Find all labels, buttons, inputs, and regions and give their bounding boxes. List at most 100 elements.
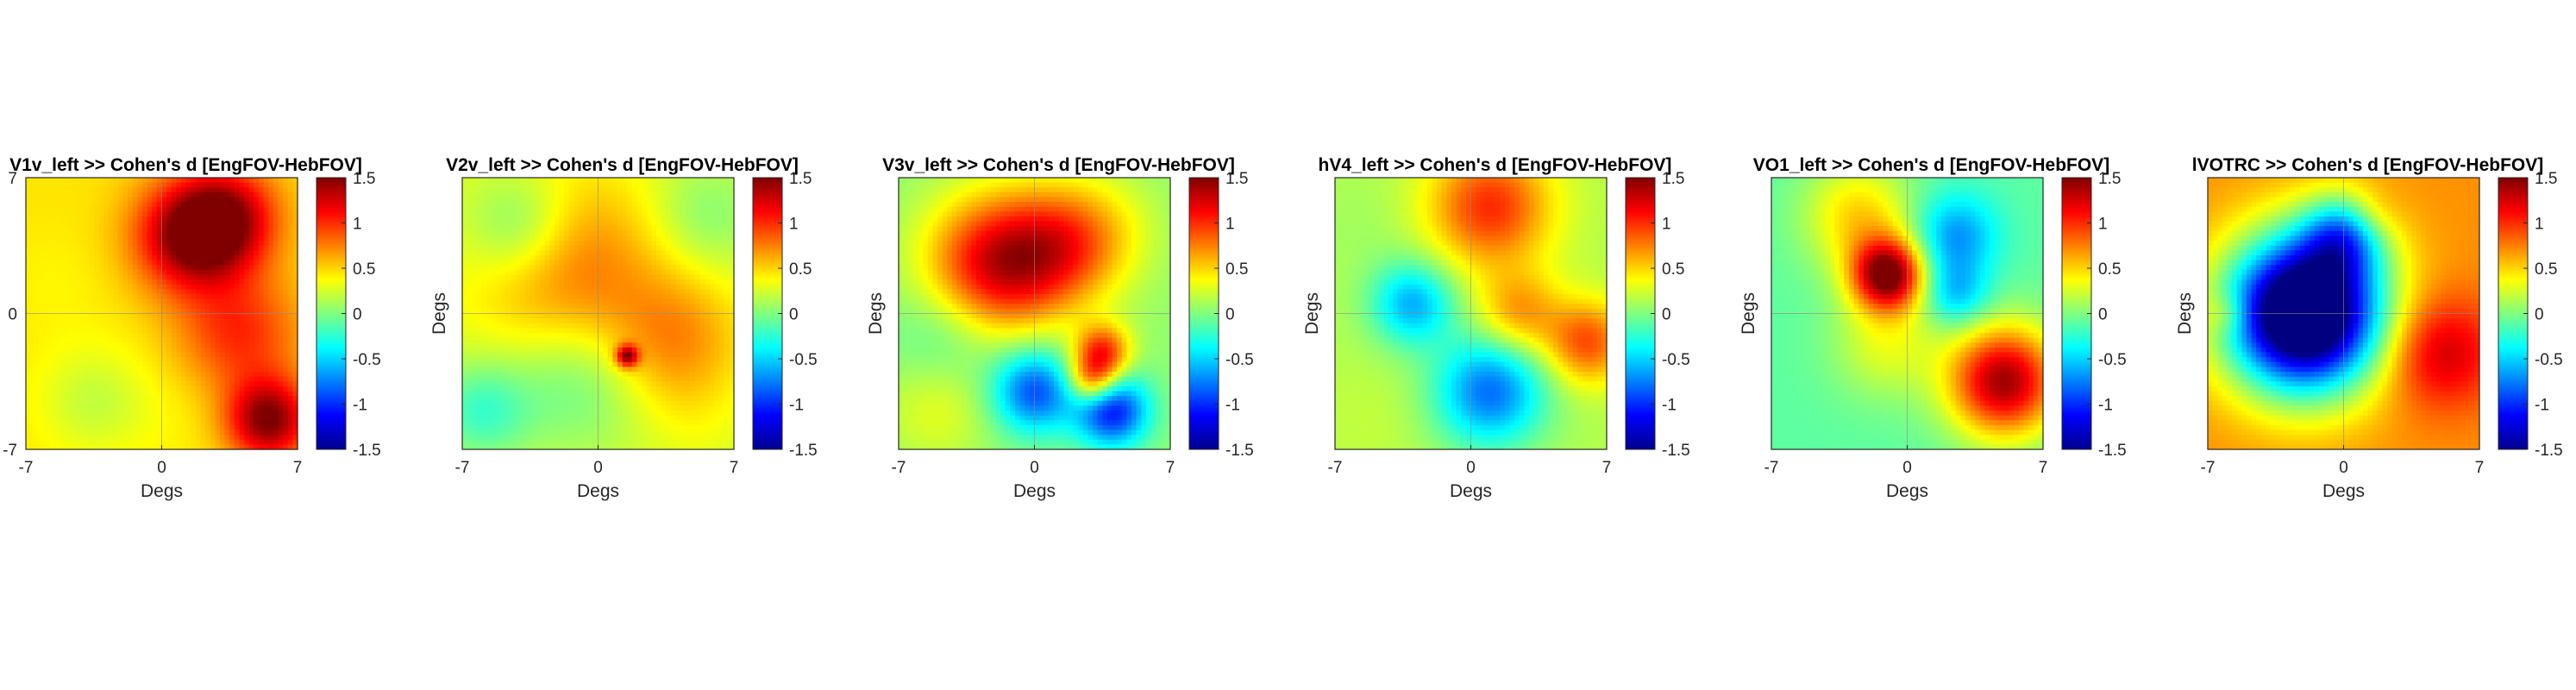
heatmap-cell bbox=[35, 342, 41, 348]
heatmap-cell bbox=[705, 255, 711, 261]
heatmap-cell bbox=[719, 255, 725, 261]
heatmap-cell bbox=[215, 284, 221, 290]
heatmap-cell bbox=[631, 250, 638, 256]
heatmap-cell bbox=[292, 265, 298, 271]
heatmap-cell bbox=[675, 255, 681, 261]
heatmap-cell bbox=[26, 318, 32, 324]
heatmap-cell bbox=[98, 202, 104, 208]
heatmap-cell bbox=[467, 178, 473, 184]
heatmap-cell bbox=[191, 298, 197, 304]
heatmap-cell bbox=[559, 216, 565, 223]
heatmap-cell bbox=[278, 245, 284, 251]
heatmap-cell bbox=[210, 381, 216, 387]
heatmap-cell bbox=[259, 304, 265, 310]
heatmap-cell bbox=[248, 381, 254, 387]
heatmap-cell bbox=[636, 269, 642, 276]
heatmap-cell bbox=[69, 245, 75, 251]
heatmap-cell bbox=[268, 294, 274, 300]
heatmap-cell bbox=[675, 230, 681, 237]
heatmap-cell bbox=[254, 294, 260, 300]
heatmap-cell bbox=[156, 178, 163, 184]
heatmap-cell bbox=[152, 424, 158, 431]
heatmap-cell bbox=[108, 241, 114, 247]
heatmap-cell bbox=[588, 313, 594, 319]
heatmap-cell bbox=[210, 424, 216, 431]
heatmap-cell bbox=[54, 420, 60, 426]
heatmap-cell bbox=[530, 187, 536, 193]
heatmap-cell bbox=[564, 245, 570, 251]
heatmap-cell bbox=[254, 250, 260, 256]
heatmap-cell bbox=[50, 361, 56, 367]
heatmap-cell bbox=[161, 289, 167, 295]
heatmap-cell bbox=[612, 323, 618, 329]
heatmap-cell bbox=[544, 235, 550, 242]
heatmap-cell bbox=[93, 216, 99, 223]
heatmap-cell bbox=[229, 439, 235, 445]
heatmap-cell bbox=[234, 255, 241, 261]
heatmap-cell bbox=[224, 216, 230, 223]
heatmap-cell bbox=[84, 279, 90, 285]
heatmap-cell bbox=[93, 411, 99, 417]
heatmap-cell bbox=[147, 444, 153, 450]
heatmap-cell bbox=[50, 372, 56, 378]
heatmap-cell bbox=[511, 294, 517, 300]
heatmap-cell bbox=[108, 400, 114, 406]
heatmap-cell bbox=[152, 367, 158, 373]
heatmap-cell bbox=[84, 372, 90, 378]
heatmap-cell bbox=[156, 367, 163, 373]
heatmap-cell bbox=[65, 313, 71, 319]
heatmap-cell bbox=[205, 187, 211, 193]
heatmap-cell bbox=[564, 294, 570, 300]
heatmap-cell bbox=[491, 191, 497, 198]
heatmap-cell bbox=[719, 289, 725, 295]
heatmap-cell bbox=[292, 424, 298, 431]
heatmap-cell bbox=[592, 206, 599, 212]
heatmap-cell bbox=[210, 308, 216, 315]
heatmap-cell bbox=[191, 216, 197, 223]
heatmap-cell bbox=[709, 182, 716, 188]
heatmap-cell bbox=[646, 323, 652, 329]
heatmap-cell bbox=[511, 328, 517, 334]
heatmap-cell bbox=[511, 182, 517, 188]
heatmap-cell bbox=[719, 221, 725, 227]
heatmap-cell bbox=[45, 187, 51, 193]
heatmap-cell bbox=[215, 226, 221, 232]
heatmap-cell bbox=[554, 308, 561, 315]
heatmap-cell bbox=[147, 216, 153, 223]
heatmap-cell bbox=[142, 182, 148, 188]
heatmap-cell bbox=[171, 411, 177, 417]
heatmap-cell bbox=[117, 274, 124, 280]
heatmap-cell bbox=[259, 308, 265, 315]
heatmap-cell bbox=[220, 260, 226, 266]
heatmap-cell bbox=[147, 274, 153, 280]
heatmap-cell bbox=[171, 211, 177, 217]
heatmap-cell bbox=[113, 411, 119, 417]
heatmap-cell bbox=[292, 328, 298, 334]
heatmap-cell bbox=[26, 352, 32, 358]
heatmap-cell bbox=[588, 216, 594, 223]
heatmap-cell bbox=[69, 235, 75, 242]
heatmap-cell bbox=[191, 424, 197, 431]
heatmap-cell bbox=[559, 308, 565, 315]
heatmap-cell bbox=[210, 435, 216, 441]
heatmap-cell bbox=[191, 279, 197, 285]
heatmap-cell bbox=[45, 211, 51, 217]
heatmap-cell bbox=[45, 221, 51, 227]
heatmap-cell bbox=[78, 182, 85, 188]
heatmap-cell bbox=[525, 260, 531, 266]
heatmap-cell bbox=[205, 226, 211, 232]
heatmap-cell bbox=[617, 323, 624, 329]
heatmap-cell bbox=[205, 342, 211, 348]
heatmap-cell bbox=[54, 337, 60, 343]
heatmap-cell bbox=[292, 435, 298, 441]
heatmap-cell bbox=[161, 333, 167, 339]
heatmap-cell bbox=[705, 221, 711, 227]
heatmap-cell bbox=[666, 323, 672, 329]
heatmap-cell bbox=[65, 424, 71, 431]
heatmap-cell bbox=[50, 221, 56, 227]
heatmap-cell bbox=[292, 289, 298, 295]
heatmap-cell bbox=[511, 187, 517, 193]
heatmap-cell bbox=[588, 333, 594, 339]
heatmap-cell bbox=[573, 197, 580, 203]
heatmap-cell bbox=[685, 328, 691, 334]
